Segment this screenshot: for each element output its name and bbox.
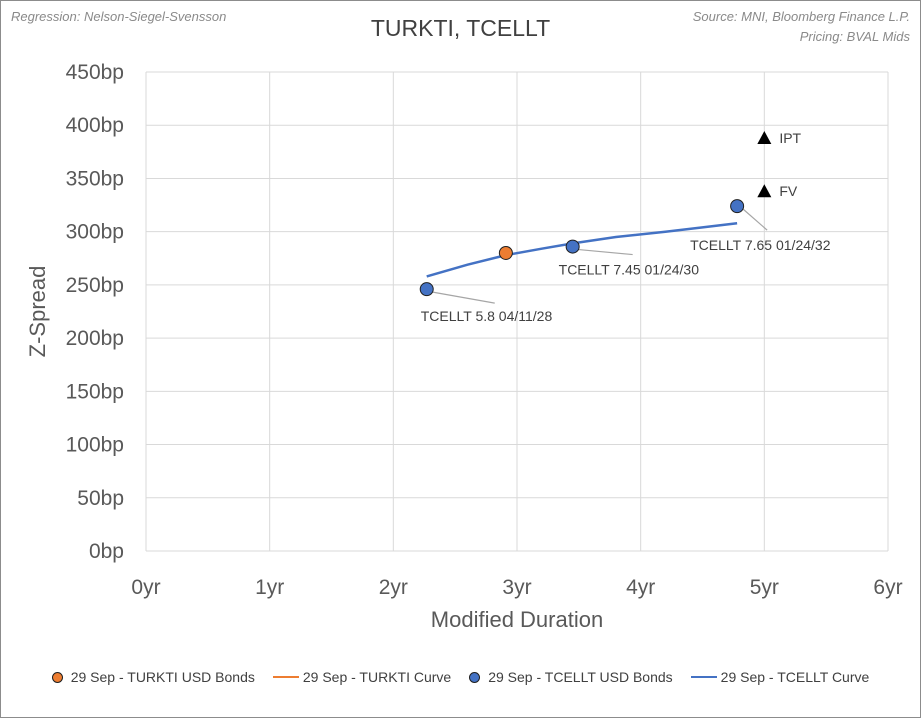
y-tick-label: 150bp <box>66 380 124 403</box>
y-tick-label: 0bp <box>89 540 124 563</box>
bond-points <box>419 199 745 297</box>
source-note: Source: MNI, Bloomberg Finance L.P. Pric… <box>693 7 910 47</box>
x-tick-label: 1yr <box>255 576 284 599</box>
legend-label: 29 Sep - TURKTI Curve <box>302 669 452 685</box>
legend-item-turkti-curve[interactable]: 29 Sep - TURKTI Curve <box>272 669 452 685</box>
regression-note: Regression: Nelson-Siegel-Svensson <box>11 9 227 24</box>
legend-label: 29 Sep - TCELLT USD Bonds <box>488 669 673 685</box>
annotation-leaders: TCELLT 5.8 04/11/28 TCELLT 7.45 01/24/30 T… <box>421 208 831 324</box>
chart-legend: 29 Sep - TURKTI USD Bonds 29 Sep - TURKT… <box>1 669 920 685</box>
orange-circle-icon <box>51 671 63 683</box>
pricing-line: Pricing: BVAL Mids <box>799 29 910 44</box>
turkti-bond-point <box>498 245 513 260</box>
orange-line-icon <box>272 676 299 678</box>
y-axis-title: Z-Spread <box>25 266 50 358</box>
legend-item-tcellt-curve[interactable]: 29 Sep - TCELLT Curve <box>690 669 870 685</box>
blue-line-icon <box>690 676 717 678</box>
y-tick-label: 250bp <box>66 274 124 297</box>
legend-label: 29 Sep - TCELLT Curve <box>720 669 870 685</box>
legend-item-tcellt-bonds[interactable]: 29 Sep - TCELLT USD Bonds <box>469 669 673 685</box>
point-annotation: TCELLT 7.45 01/24/30 <box>559 262 700 278</box>
legend-label: 29 Sep - TURKTI USD Bonds <box>70 669 255 685</box>
y-tick-label: 100bp <box>66 434 124 457</box>
marker-label: FV <box>779 183 798 199</box>
y-tick-label: 200bp <box>66 327 124 350</box>
x-tick-labels: 0yr 1yr 2yr 3yr 4yr 5yr 6yr <box>131 576 902 599</box>
chart-plot: 0bp 50bp 100bp 150bp 200bp 250bp 300bp 350bp 400… <box>25 61 903 632</box>
tcellt-bond-point <box>419 282 434 297</box>
y-tick-labels: 0bp 50bp 100bp 150bp 200bp 250bp 300bp 350bp 400… <box>66 61 124 563</box>
annotation-leader <box>432 291 495 304</box>
y-tick-label: 50bp <box>77 487 124 510</box>
price-markers: IPT FV <box>757 130 802 199</box>
chart-title: TURKTI, TCELLT <box>370 15 551 41</box>
y-tick-label: 300bp <box>66 221 124 244</box>
legend-item-turkti-bonds[interactable]: 29 Sep - TURKTI USD Bonds <box>51 669 255 685</box>
point-annotation: TCELLT 5.8 04/11/28 <box>421 308 553 324</box>
x-tick-label: 3yr <box>502 576 531 599</box>
x-tick-label: 2yr <box>379 576 408 599</box>
marker-label: IPT <box>779 130 801 146</box>
gridlines <box>145 71 889 552</box>
annotation-leader <box>578 248 633 256</box>
x-tick-label: 0yr <box>131 576 160 599</box>
tcellt-bond-point <box>565 239 580 254</box>
y-tick-label: 450bp <box>66 61 124 84</box>
tcellt-bond-point <box>730 199 745 214</box>
source-line: Source: MNI, Bloomberg Finance L.P. <box>692 9 910 24</box>
x-tick-label: 4yr <box>626 576 655 599</box>
triangle-marker <box>757 130 772 144</box>
x-tick-label: 5yr <box>750 576 779 599</box>
annotation-leader <box>742 208 768 231</box>
blue-circle-icon <box>469 671 481 683</box>
point-annotation: TCELLT 7.65 01/24/32 <box>690 237 831 253</box>
y-tick-label: 350bp <box>66 167 124 190</box>
y-tick-label: 400bp <box>66 114 124 137</box>
x-tick-label: 6yr <box>873 576 902 599</box>
triangle-marker <box>757 184 772 198</box>
x-axis-title: Modified Duration <box>431 607 603 632</box>
